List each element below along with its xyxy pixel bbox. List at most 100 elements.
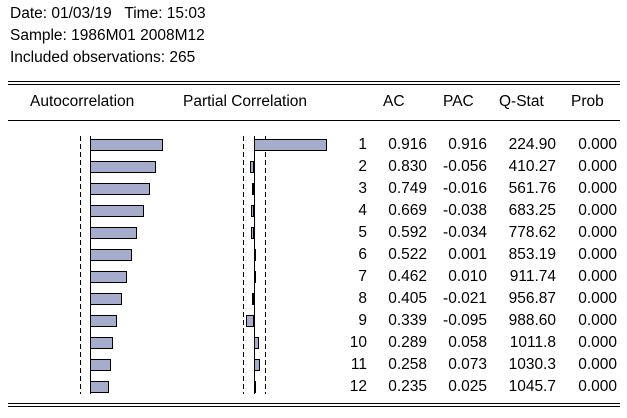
ac-cell: 0.462 (388, 268, 427, 285)
top-rule (8, 81, 620, 82)
pac-confidence-band-right (265, 136, 266, 394)
qstat-cell: 410.27 (508, 158, 556, 175)
prob-cell: 0.000 (578, 224, 617, 241)
pac-bar (254, 139, 328, 151)
pac-header: PAC (443, 93, 474, 110)
ac-cell: 0.339 (388, 312, 427, 329)
qstat-cell: 561.76 (508, 180, 556, 197)
ac-bar (90, 139, 164, 151)
ac-cell: 0.830 (388, 158, 427, 175)
bottom-rule (8, 403, 620, 404)
lag-cell: 8 (358, 290, 367, 307)
pac-cell: 0.010 (448, 268, 487, 285)
lag-cell: 1 (358, 136, 367, 153)
ac-cell: 0.258 (388, 356, 427, 373)
ac-cell: 0.669 (388, 202, 427, 219)
pac-bar (249, 161, 254, 173)
lag-cell: 6 (358, 246, 367, 263)
lag-cell: 7 (358, 268, 367, 285)
ac-cell: 0.405 (388, 290, 427, 307)
qstat-cell: 956.87 (508, 290, 556, 307)
pac-bar (254, 249, 256, 261)
pac-cell: 0.073 (448, 356, 487, 373)
prob-cell: 0.000 (578, 268, 617, 285)
lag-cell: 11 (350, 356, 367, 373)
qstat-cell: 853.19 (508, 246, 556, 263)
ac-cell: 0.592 (388, 224, 427, 241)
pac-bar (254, 359, 260, 371)
pac-cell: -0.034 (443, 224, 487, 241)
pac-cell: -0.056 (443, 158, 487, 175)
header-rule (8, 120, 620, 121)
ac-header: AC (383, 93, 405, 110)
prob-cell: 0.000 (578, 202, 617, 219)
lag-cell: 3 (358, 180, 367, 197)
prob-cell: 0.000 (578, 180, 617, 197)
autocorrelation-header: Autocorrelation (30, 93, 135, 110)
lag-cell: 5 (358, 224, 367, 241)
lag-cell: 12 (349, 378, 367, 395)
pac-bar (252, 183, 254, 195)
qstat-cell: 1045.7 (508, 378, 556, 395)
prob-cell: 0.000 (578, 378, 617, 395)
qstat-cell: 683.25 (508, 202, 556, 219)
ac-bar (90, 315, 118, 327)
ac-cell: 0.522 (388, 246, 427, 263)
pac-bar (254, 381, 256, 393)
date-time-line: Date: 01/03/19 Time: 15:03 (10, 5, 206, 22)
ac-bar (90, 359, 111, 371)
ac-bar (90, 271, 127, 283)
pac-cell: 0.025 (448, 378, 487, 395)
prob-cell: 0.000 (578, 290, 617, 307)
ac-cell: 0.749 (388, 180, 427, 197)
pac-bar (250, 205, 254, 217)
sample-line: Sample: 1986M01 2008M12 (10, 27, 205, 44)
pac-zero-axis (254, 136, 255, 394)
pac-bar (246, 315, 254, 327)
pac-confidence-band-left (243, 136, 244, 394)
pac-cell: -0.016 (443, 180, 487, 197)
top-rule-double (8, 84, 620, 85)
ac-cell: 0.289 (388, 334, 427, 351)
pac-bar (254, 337, 259, 349)
pac-cell: 0.916 (448, 136, 487, 153)
observations-line: Included observations: 265 (10, 49, 196, 66)
qstat-cell: 988.60 (508, 312, 556, 329)
pac-bar (254, 271, 256, 283)
ac-bar (90, 337, 114, 349)
prob-cell: 0.000 (578, 158, 617, 175)
ac-bar (90, 227, 138, 239)
ac-bar (90, 293, 123, 305)
prob-header: Prob (571, 93, 604, 110)
qstat-cell: 778.62 (508, 224, 556, 241)
lag-cell: 10 (349, 334, 367, 351)
prob-cell: 0.000 (578, 246, 617, 263)
qstat-cell: 1011.8 (509, 334, 556, 351)
ac-cell: 0.235 (388, 378, 427, 395)
ac-confidence-band-line (80, 136, 81, 394)
prob-cell: 0.000 (578, 334, 617, 351)
pac-cell: 0.001 (448, 246, 487, 263)
pac-bar (252, 293, 254, 305)
prob-cell: 0.000 (578, 312, 617, 329)
lag-cell: 2 (358, 158, 367, 175)
ac-bar (90, 183, 150, 195)
prob-cell: 0.000 (578, 356, 617, 373)
ac-cell: 0.916 (388, 136, 427, 153)
pac-cell: -0.038 (443, 202, 487, 219)
pac-bar (251, 227, 254, 239)
qstat-header: Q-Stat (499, 93, 544, 110)
ac-bar (90, 381, 109, 393)
qstat-cell: 224.90 (508, 136, 556, 153)
pac-cell: 0.058 (448, 334, 487, 351)
ac-bar (90, 161, 157, 173)
pac-cell: -0.095 (443, 312, 487, 329)
lag-cell: 9 (358, 312, 367, 329)
ac-bar (90, 205, 144, 217)
qstat-cell: 911.74 (509, 268, 556, 285)
qstat-cell: 1030.3 (508, 356, 556, 373)
ac-zero-axis (90, 136, 91, 394)
bottom-rule-double (8, 406, 620, 407)
ac-bar (90, 249, 132, 261)
partial-correlation-header: Partial Correlation (183, 93, 308, 110)
